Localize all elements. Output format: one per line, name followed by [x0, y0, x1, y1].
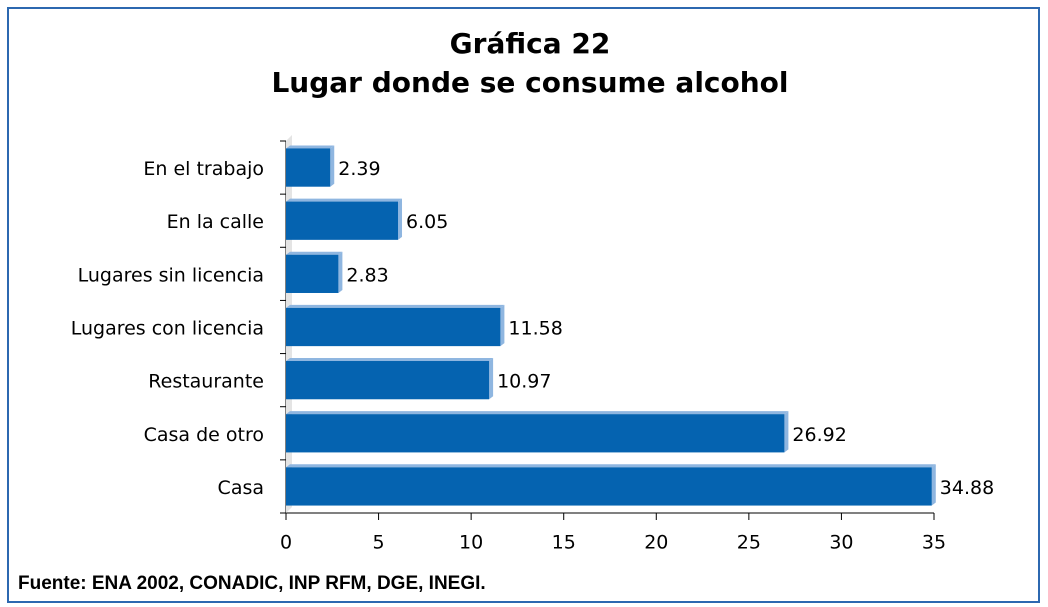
bar-top: [286, 464, 936, 468]
bar: [286, 307, 501, 347]
x-tick-label: 5: [373, 532, 385, 554]
y-tick-label: Lugares sin licencia: [78, 264, 264, 286]
x-tick-label: 35: [922, 532, 946, 554]
bar: [286, 467, 932, 506]
x-tick-label: 10: [459, 532, 483, 554]
bar-side: [500, 304, 505, 347]
bar: [286, 414, 785, 453]
bar-top: [286, 198, 403, 202]
bar-side: [784, 411, 789, 453]
x-tick-label: 25: [737, 532, 761, 554]
chart-subtitle: Lugar donde se consume alcohol: [271, 66, 788, 99]
value-label: 2.39: [338, 158, 380, 180]
value-label: 34.88: [940, 477, 994, 499]
value-label: 11.58: [508, 318, 562, 340]
bar-side: [338, 251, 343, 293]
bar-side: [489, 358, 494, 400]
y-tick-label: En la calle: [167, 211, 264, 233]
bar: [286, 148, 331, 187]
bar-top: [286, 358, 494, 362]
bar: [286, 254, 339, 293]
bar-side: [330, 145, 335, 187]
frame: [7, 7, 1040, 603]
bar-top: [286, 411, 789, 415]
value-label: 6.05: [406, 211, 448, 233]
bar-top: [286, 304, 505, 308]
x-tick-label: 30: [829, 532, 853, 554]
bar: [286, 201, 399, 240]
x-tick-label: 0: [280, 532, 292, 554]
y-tick-label: En el trabajo: [143, 158, 264, 180]
y-tick-label: Casa: [218, 477, 264, 499]
x-tick-label: 15: [552, 532, 576, 554]
bar: [286, 361, 490, 400]
y-tick-label: Restaurante: [148, 371, 264, 393]
bar-side: [398, 198, 403, 240]
bar-top: [286, 251, 343, 255]
value-label: 10.97: [497, 371, 551, 393]
y-tick-label: Casa de otro: [144, 424, 264, 446]
value-label: 26.92: [792, 424, 846, 446]
chart-title: Gráfica 22: [450, 27, 611, 60]
y-tick-label: Lugares con licencia: [71, 318, 264, 340]
x-tick-label: 20: [644, 532, 668, 554]
bar-side: [931, 464, 936, 506]
source: Fuente: ENA 2002, CONADIC, INP RFM, DGE,…: [18, 573, 486, 594]
bar-top: [286, 145, 335, 149]
value-label: 2.83: [346, 264, 388, 286]
